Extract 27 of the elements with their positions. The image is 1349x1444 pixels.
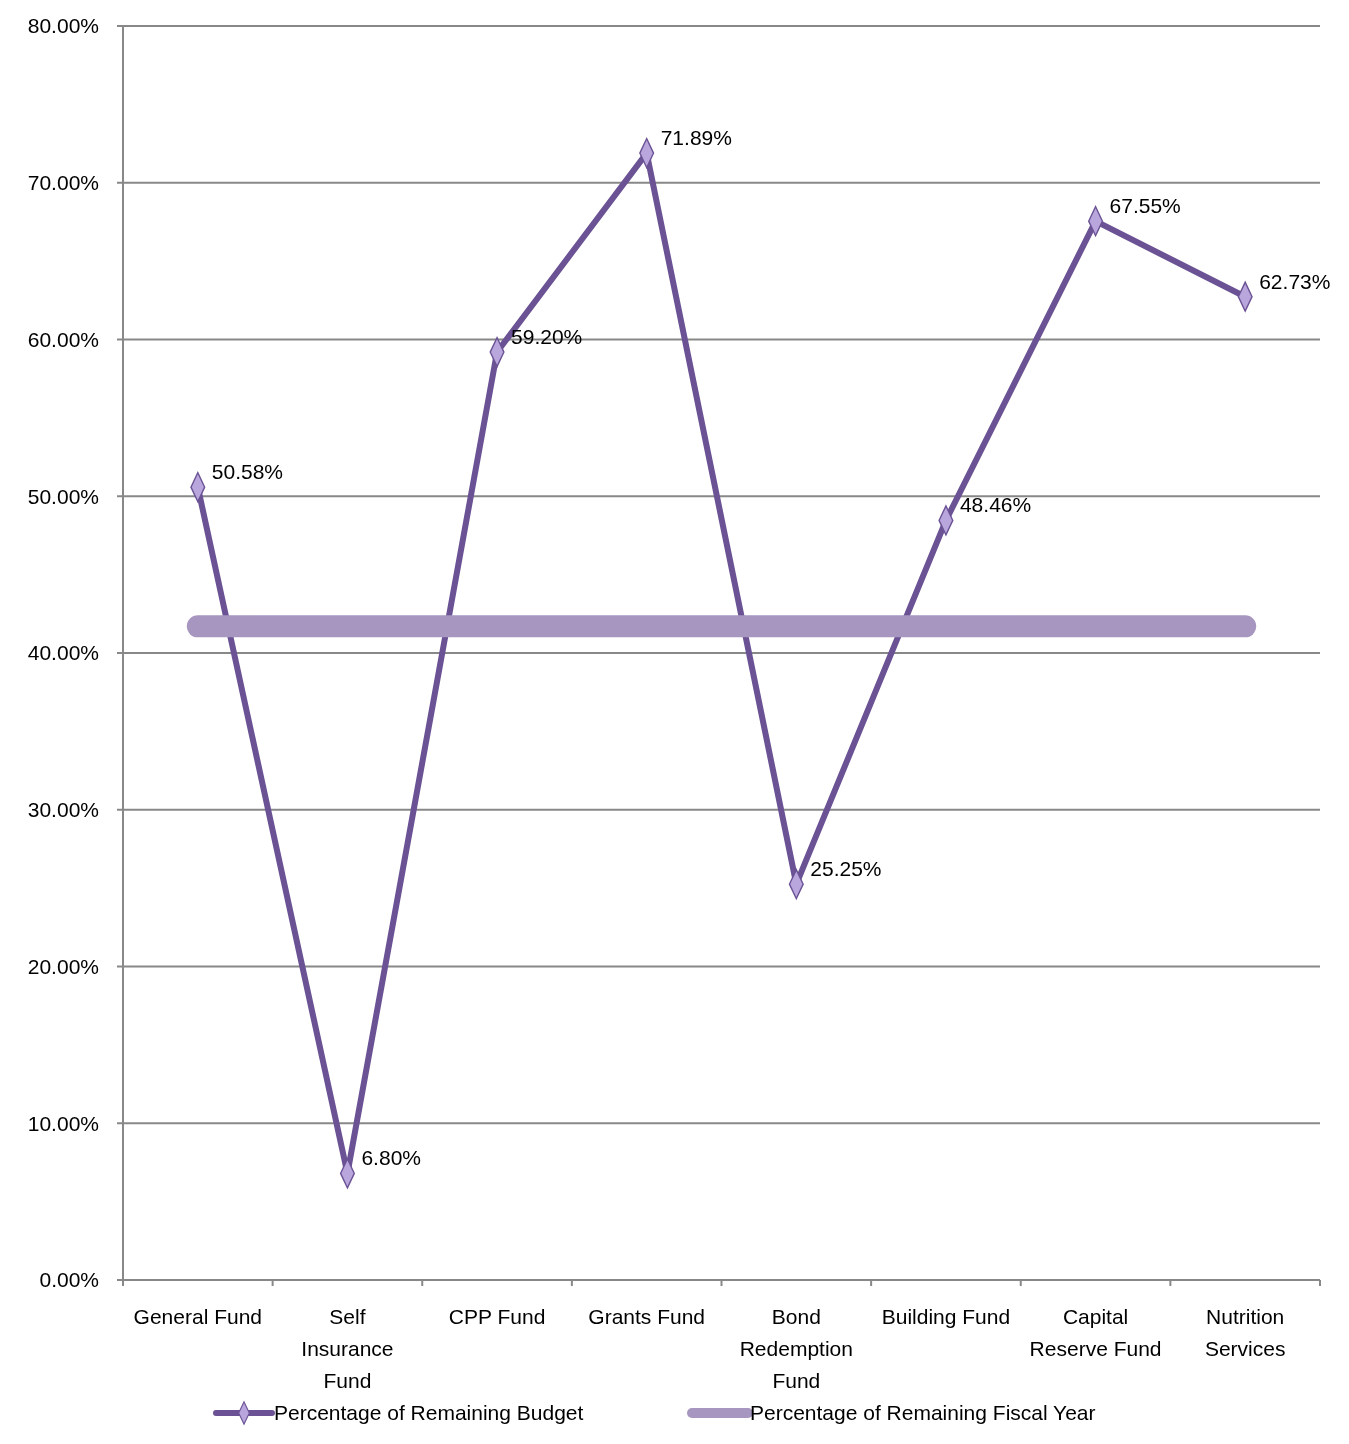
x-tick-label: Nutrition Services [1204,1305,1286,1360]
legend-label: Percentage of Remaining Fiscal Year [750,1401,1096,1425]
x-tick-label: Building Fund [881,1305,1011,1328]
y-tick-label: 0.00% [39,1268,99,1292]
data-label: 50.58% [211,460,284,484]
data-label: 62.73% [1259,269,1331,293]
x-tick-label: Capital Reserve Fund [1029,1305,1162,1360]
data-label: 59.20% [511,325,583,349]
y-tick-label: 70.00% [27,171,99,195]
y-tick-label: 60.00% [27,327,99,351]
y-tick-label: 50.00% [27,484,99,508]
x-tick-label: Grants Fund [588,1305,706,1328]
y-tick-label: 40.00% [27,641,99,665]
y-tick-label: 80.00% [27,14,99,38]
data-label: 6.80% [361,1146,421,1170]
x-tick-label: Self Insurance Fund [301,1305,394,1392]
data-label: 25.25% [810,857,882,881]
data-label: 67.55% [1109,194,1181,218]
data-label: 48.46% [959,493,1032,517]
y-tick-label: 30.00% [27,798,99,822]
y-tick-label: 20.00% [27,954,99,978]
x-tick-label: Bond Redemption Fund [739,1305,853,1392]
legend-label: Percentage of Remaining Budget [274,1401,584,1425]
x-tick-label: General Fund [133,1305,263,1328]
x-tick-label: CPP Fund [448,1305,546,1328]
data-label: 71.89% [660,126,732,150]
y-tick-label: 10.00% [27,1111,99,1135]
